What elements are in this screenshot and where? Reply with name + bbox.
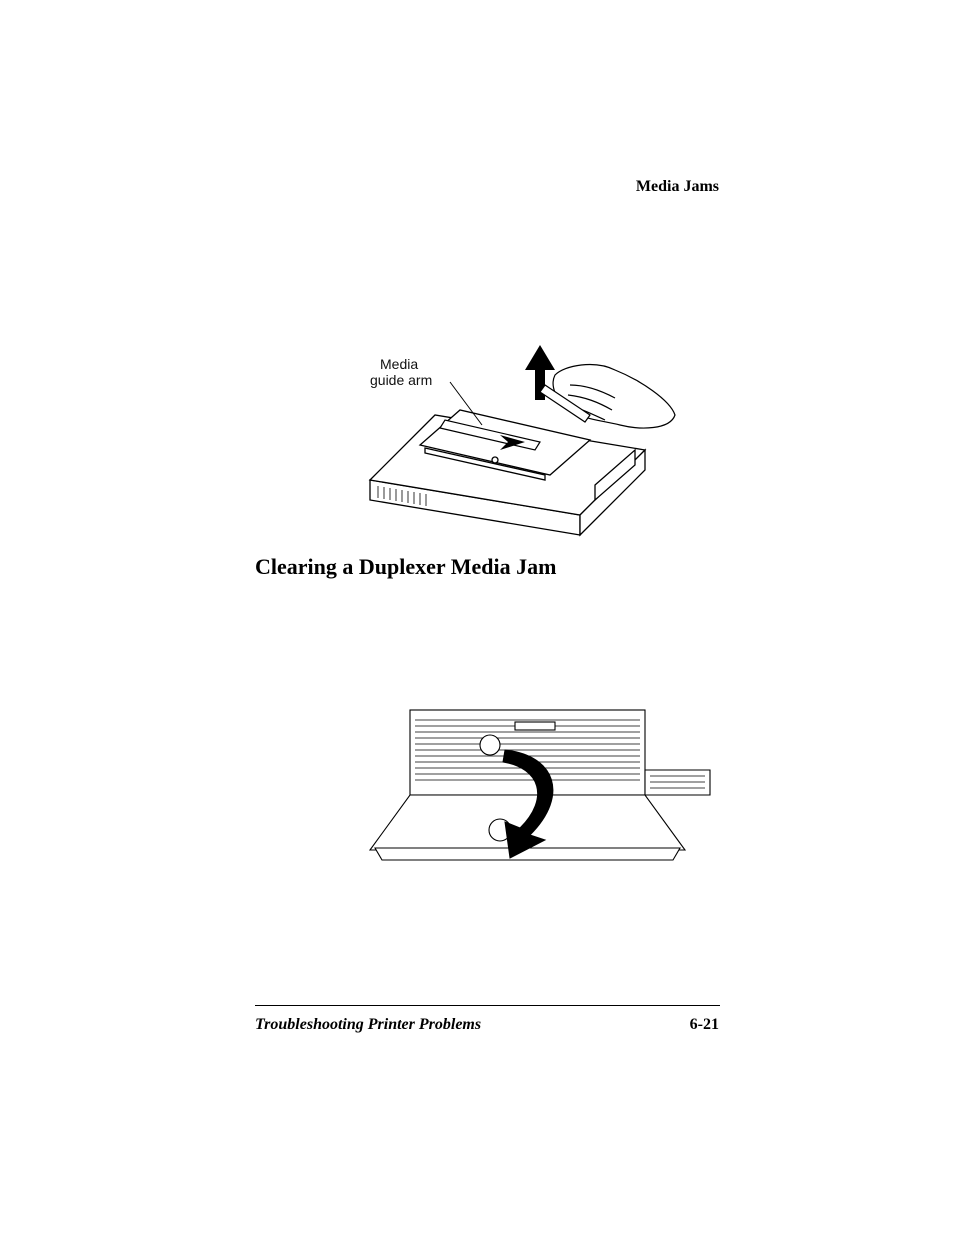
illustration-label-line2: guide arm bbox=[370, 372, 432, 389]
footer-page-number: 6-21 bbox=[690, 1016, 719, 1034]
footer-chapter-title: Troubleshooting Printer Problems bbox=[255, 1016, 481, 1034]
header-section-label: Media Jams bbox=[636, 178, 719, 196]
illustration-label-line1: Media bbox=[380, 356, 418, 373]
footer-rule bbox=[255, 1005, 720, 1006]
section-heading: Clearing a Duplexer Media Jam bbox=[255, 554, 556, 580]
page: Media Jams bbox=[0, 0, 954, 1235]
illustration-duplexer bbox=[355, 700, 715, 900]
